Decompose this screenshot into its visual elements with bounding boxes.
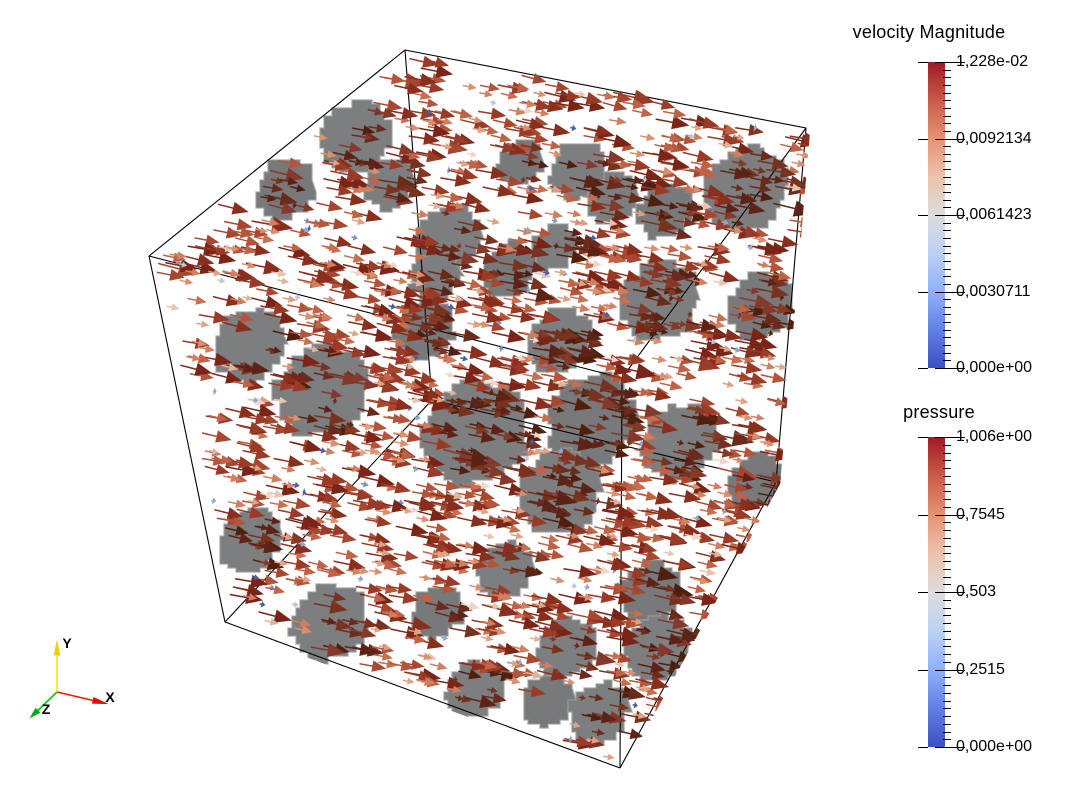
axis-Y-arrowhead-icon [53,639,61,656]
axis-Y-label: Y [62,635,72,651]
axis-Z-label: Z [42,701,51,717]
obstacle-sphere [567,679,634,745]
axis-X-label: X [105,689,115,705]
orientation-axes-widget: X Y Z [29,635,115,719]
velocity-glyph-arrows [156,55,811,761]
axis-Z-shaft [37,691,58,711]
axis-Z-arrowhead-icon [29,707,41,719]
obstacle-sphere [703,143,789,233]
axis-X-shaft [56,691,93,702]
axis-X-arrowhead-icon [91,697,109,705]
